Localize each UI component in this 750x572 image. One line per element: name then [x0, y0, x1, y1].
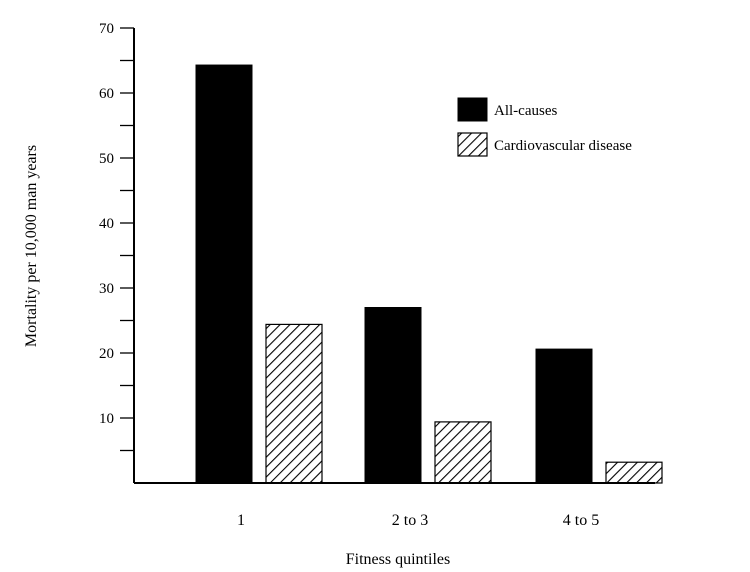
bars-group	[195, 64, 663, 484]
bar-all-causes-2-to-3	[364, 307, 422, 484]
y-tick-label-50: 50	[99, 151, 114, 167]
bar-cardiovascular-disease-4-to-5	[605, 461, 663, 484]
legend-swatch-all-causes	[457, 97, 488, 122]
legend: All-causes Cardiovascular disease	[457, 97, 632, 157]
y-tick-label-20: 20	[99, 346, 114, 362]
x-category-label-1: 1	[237, 512, 245, 529]
bar-cardiovascular-disease-1	[265, 323, 323, 484]
x-category-labels: 1 2 to 3 4 to 5	[237, 512, 599, 529]
y-tick-label-40: 40	[99, 216, 114, 232]
y-axis-title: Mortality per 10,000 man years	[23, 145, 40, 347]
x-axis-title: Fitness quintiles	[346, 551, 450, 568]
y-tick-label-60: 60	[99, 86, 114, 102]
x-category-label-2-to-3: 2 to 3	[392, 512, 428, 529]
y-tick-label-10: 10	[99, 411, 114, 427]
legend-label-cardiovascular-disease: Cardiovascular disease	[494, 138, 632, 154]
legend-swatch-cardiovascular-disease	[457, 132, 488, 157]
bar-cardiovascular-disease-2-to-3	[434, 421, 492, 484]
y-tick-label-70: 70	[99, 21, 114, 37]
bar-all-causes-1	[195, 64, 253, 484]
y-ticks-group: 10 20 30 40 50 60 70	[99, 21, 134, 452]
legend-label-all-causes: All-causes	[494, 103, 557, 119]
x-category-label-4-to-5: 4 to 5	[563, 512, 599, 529]
y-tick-label-30: 30	[99, 281, 114, 297]
bar-all-causes-4-to-5	[535, 348, 593, 484]
